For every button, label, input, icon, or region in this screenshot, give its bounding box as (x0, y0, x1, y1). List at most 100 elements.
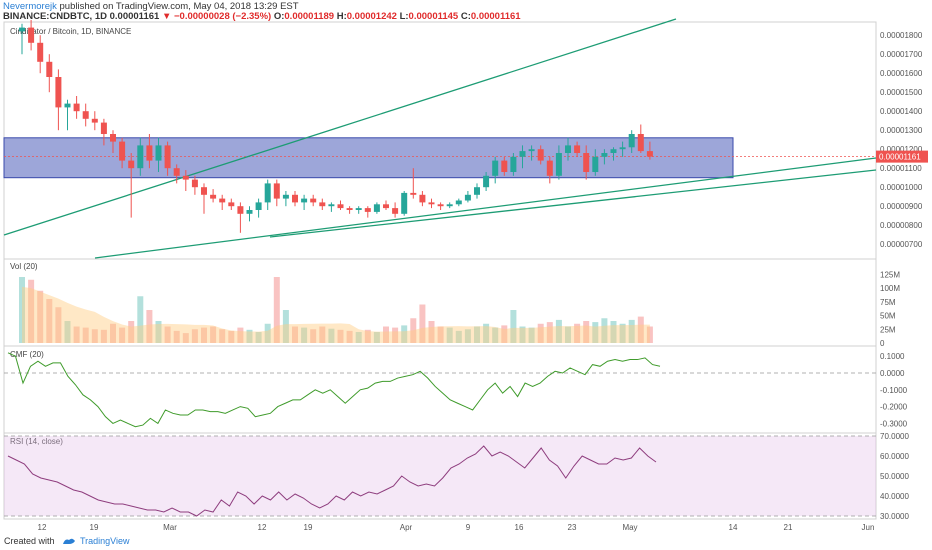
upper-trendline (3, 18, 677, 236)
cmf-axis-label: -0.2000 (880, 403, 908, 412)
candle-body (474, 187, 480, 195)
candle-body (137, 145, 144, 169)
candle-body (464, 194, 471, 201)
candle-body (519, 151, 526, 157)
candle-body (292, 194, 298, 203)
cmf-axis-label: 0.1000 (880, 352, 905, 361)
down-arrow-icon: ▼ (161, 11, 172, 22)
candle-body (255, 202, 262, 210)
volume-pane (3, 258, 877, 347)
volume-bar (173, 330, 180, 343)
candle-body (46, 61, 53, 77)
price-axis-label: 0.00001800 (880, 31, 923, 40)
volume-bar (264, 323, 271, 343)
candle-body (201, 187, 207, 195)
tradingview-brand[interactable]: TradingView (80, 536, 130, 546)
volume-bar (100, 329, 107, 343)
candle-body (546, 160, 553, 176)
candle-body (601, 153, 608, 157)
candle-body (373, 204, 380, 212)
volume-bar (628, 319, 635, 343)
volume-ma-area (22, 286, 650, 343)
volume-bar (528, 327, 535, 343)
close-value: 0.00001161 (470, 11, 521, 22)
volume-bar (328, 328, 335, 343)
rsi-axis-label: 60.0000 (880, 452, 909, 461)
price-axis-label: 0.00001600 (880, 69, 923, 78)
cmf-pane (3, 345, 877, 434)
volume-bar (273, 277, 280, 343)
candle-body (73, 103, 80, 112)
ohlc-line: BINANCE:CNDBTC, 1D 0.00001161 ▼ −0.00000… (3, 11, 521, 22)
time-axis-label: 12 (38, 523, 47, 532)
candle-body (164, 145, 171, 169)
close-label: C: (460, 11, 471, 22)
volume-bar (19, 277, 25, 343)
volume-axis-label: 25M (880, 325, 896, 334)
price-axis-label: 0.00001700 (880, 50, 923, 59)
footer: Created with TradingView (0, 532, 932, 550)
candle-body (219, 198, 226, 203)
volume-bar (282, 310, 289, 343)
time-axis-label: 23 (568, 523, 577, 532)
candle-body (510, 156, 517, 172)
volume-axis-label: 100M (880, 284, 900, 293)
volume-axis-label: 125M (880, 270, 900, 279)
candle-body (64, 103, 71, 108)
time-axis-label: 12 (258, 523, 267, 532)
price-axis-label: 0.00001200 (880, 145, 923, 154)
volume-bar (82, 327, 89, 343)
volume-bar (392, 327, 399, 343)
candle-body (246, 210, 253, 214)
open-label: O: (273, 11, 285, 22)
volume-bar (137, 296, 144, 343)
candle-body (501, 160, 508, 172)
current-price-badge (876, 150, 928, 163)
volume-bar (646, 326, 653, 343)
volume-bar (437, 326, 444, 343)
rsi-axis-label: 30.0000 (880, 512, 909, 521)
volume-bar (73, 326, 80, 343)
volume-bar (419, 304, 426, 343)
candle-body (273, 183, 280, 199)
volume-bar (91, 329, 98, 343)
candle-body (455, 200, 462, 205)
rsi-axis-label: 50.0000 (880, 472, 909, 481)
volume-bar (319, 326, 326, 343)
candle-body (155, 145, 162, 161)
current-price-label: 0.00001161 (879, 153, 921, 162)
cmf-line (7, 352, 661, 428)
candle-body (383, 204, 389, 209)
candle-body (364, 208, 371, 212)
volume-bar (64, 321, 71, 343)
author-link[interactable]: Nevermorejk (3, 1, 57, 12)
volume-bar (383, 326, 389, 343)
volume-bar (592, 322, 599, 343)
volume-bar (555, 319, 562, 343)
volume-bar (492, 327, 499, 343)
time-axis-label: 16 (515, 523, 524, 532)
volume-bar (474, 326, 480, 343)
candle-body (91, 118, 98, 123)
high-value: 0.00001242 (346, 11, 397, 22)
time-axis-label: 19 (304, 523, 313, 532)
volume-bar (119, 327, 126, 343)
candle-body (610, 149, 617, 153)
candle-body (565, 145, 571, 153)
volume-bar (164, 326, 171, 343)
candle-body (37, 42, 44, 62)
volume-bar (464, 329, 471, 343)
price-axis-label: 0.00001400 (880, 107, 923, 116)
candle-body (483, 175, 490, 188)
candle-body (628, 134, 635, 148)
volume-bar (501, 325, 508, 343)
candle-body (19, 27, 25, 32)
price-axis-label: 0.00000700 (880, 240, 923, 249)
volume-bar (601, 318, 608, 343)
candle-body (528, 149, 535, 152)
candle-body (492, 160, 499, 176)
candle-body (28, 27, 35, 43)
price-axis-label: 0.00000800 (880, 221, 923, 230)
candle-body (282, 194, 289, 199)
